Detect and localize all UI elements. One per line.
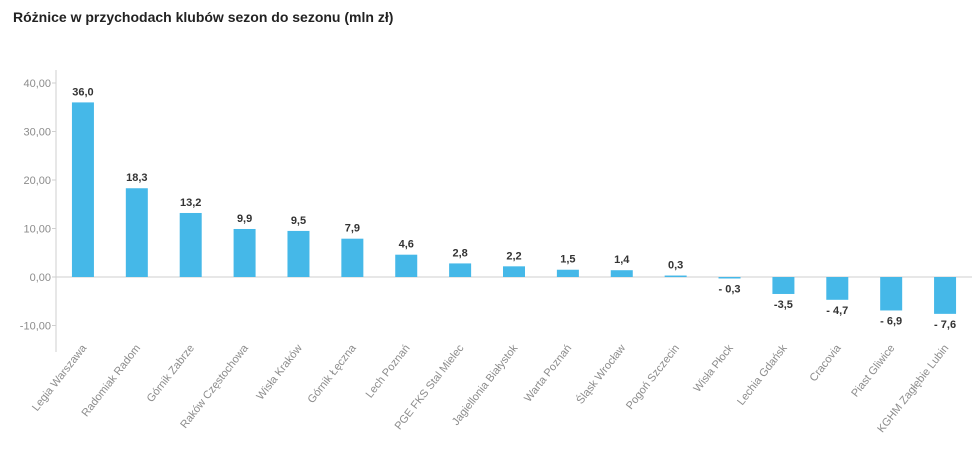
labels-layer: 36,0 Legia Warszawa 18,3 Radomiak Radom 13,2… [30,86,956,435]
bar [71,102,94,278]
bar [772,277,795,294]
data-label: 2,8 [452,247,467,259]
bar [395,254,418,277]
y-tick-label: 0,00 [30,272,51,284]
category-label: Górnik Łęczna [306,342,360,406]
data-label: 13,2 [180,197,201,209]
category-label: Warta Poznań [522,342,574,404]
bar [179,212,202,277]
bar [125,188,148,277]
category-label: Piast Gliwice [849,342,897,399]
data-label: 36,0 [72,86,93,98]
bar [610,270,633,277]
category-label: Pogoń Szczecin [624,342,682,412]
bar [341,238,364,277]
bar [880,277,903,311]
bar [233,228,256,277]
data-label: 4,6 [399,239,414,251]
bar [664,275,687,278]
data-label: - 6,9 [880,315,902,327]
category-label: Cracovia [807,342,844,384]
bar [826,277,849,300]
category-label: Lech Poznań [364,342,413,400]
category-label: Śląsk Wrocław [574,342,629,407]
data-label: 2,2 [506,250,521,262]
data-label: 1,5 [560,254,575,266]
data-label: 9,9 [237,213,252,225]
category-label: Wisła Płock [691,342,736,395]
bars-layer [71,102,957,314]
bar [287,230,310,277]
chart-title: Różnice w przychodach klubów sezon do se… [13,9,394,25]
y-tick-label: 40,00 [23,78,51,90]
bar [449,263,472,277]
category-label: Legia Warszawa [30,342,90,414]
category-label: Wisła Kraków [254,342,305,402]
bar [556,269,579,277]
data-label: - 7,6 [934,319,956,331]
data-label: 18,3 [126,172,147,184]
data-label: 0,3 [668,260,683,272]
data-label: 7,9 [345,223,360,235]
data-label: - 4,7 [826,305,848,317]
category-label: Lechia Gdańsk [735,342,790,408]
data-label: - 0,3 [719,284,741,296]
y-tick-label: 10,00 [23,224,51,236]
bar [718,277,741,279]
data-label: 1,4 [614,254,630,266]
data-label: -3,5 [774,299,793,311]
category-label: Radomiak Radom [80,342,144,419]
bar [934,277,957,314]
data-label: 9,5 [291,215,306,227]
y-tick-label: 30,00 [23,127,51,139]
category-label: Górnik Zabrze [145,342,197,404]
bar [503,266,525,277]
y-tick-label: 20,00 [23,175,51,187]
y-tick-label: -10,00 [20,321,51,333]
